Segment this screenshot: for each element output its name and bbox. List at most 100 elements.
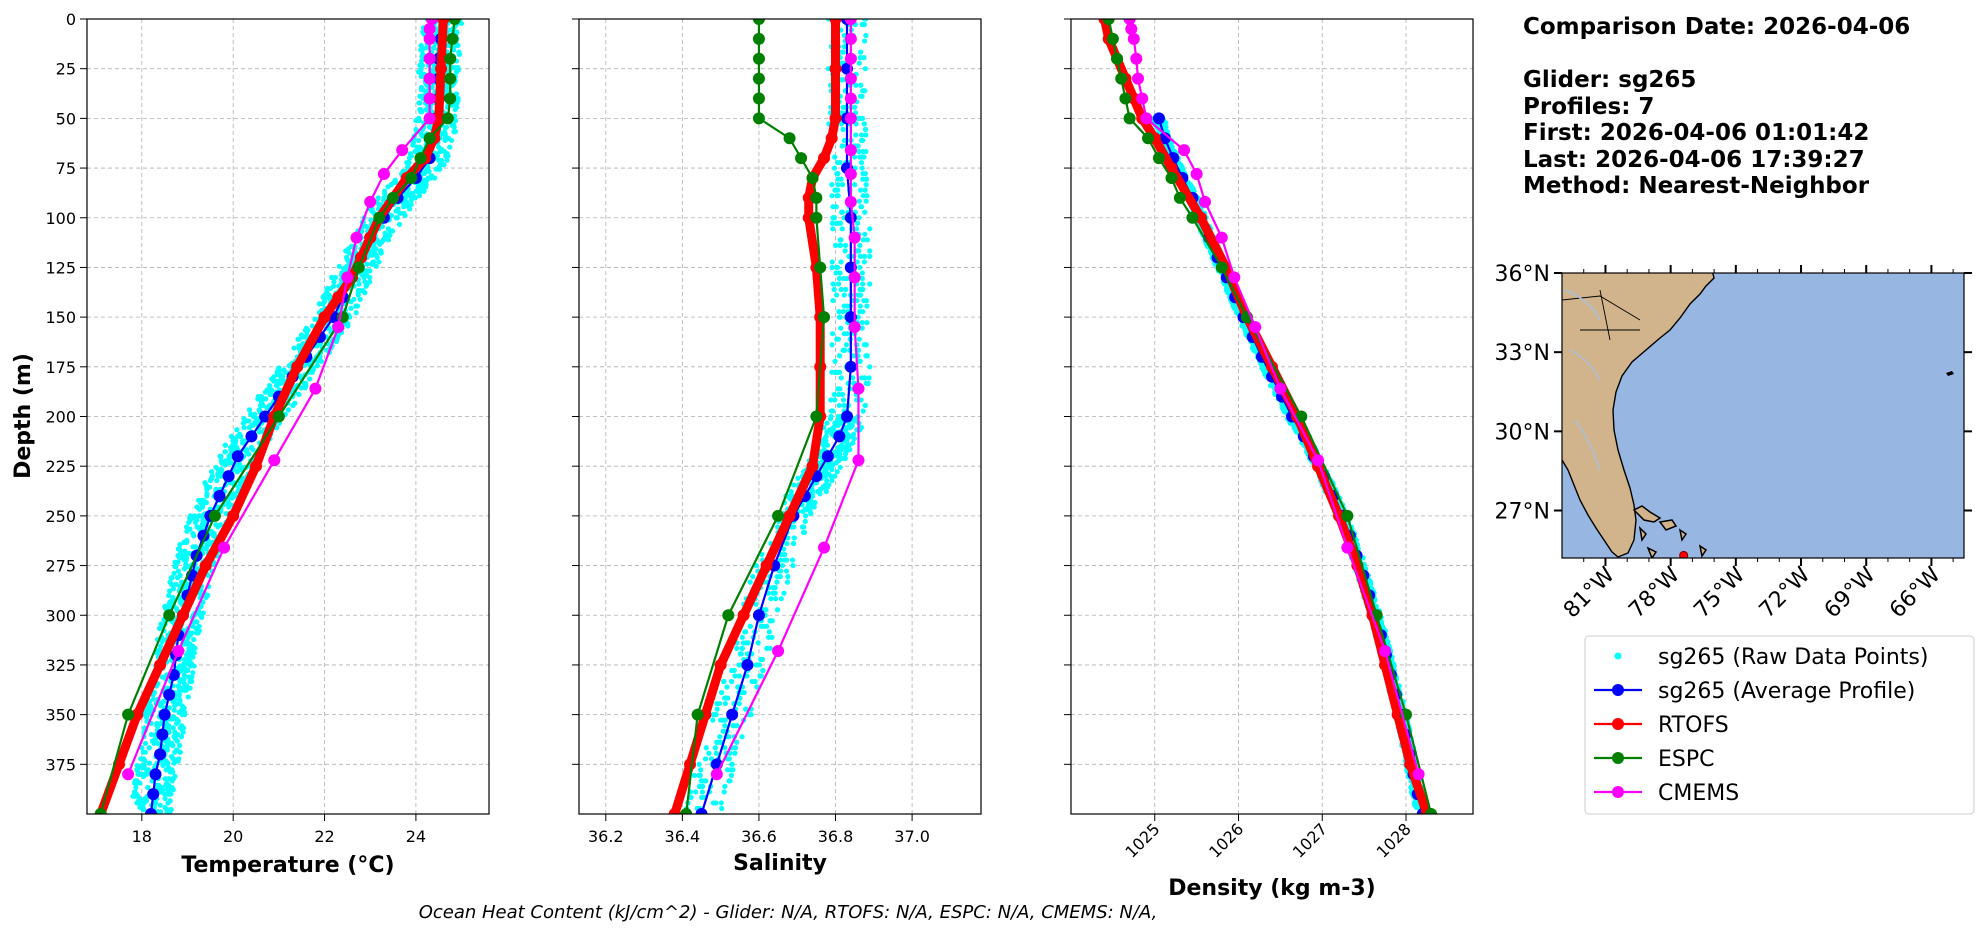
temperature-rtofs-point <box>154 658 167 671</box>
raw-data-point <box>176 555 183 561</box>
raw-data-point <box>191 636 197 643</box>
raw-data-point <box>840 347 846 353</box>
raw-data-point <box>728 678 735 685</box>
raw-data-point <box>824 477 830 484</box>
raw-data-point <box>185 634 191 640</box>
salinity-espc-point <box>752 52 765 65</box>
raw-data-point <box>703 745 709 751</box>
raw-data-point <box>364 261 370 267</box>
profile-count: Profiles: 7 <box>1523 93 1655 120</box>
raw-data-point <box>832 358 838 364</box>
salinity-rtofs-point <box>714 658 727 671</box>
raw-data-point <box>837 237 843 243</box>
raw-data-point <box>842 248 848 254</box>
raw-data-point <box>204 493 210 499</box>
raw-data-point <box>418 73 424 80</box>
raw-data-point <box>768 596 774 602</box>
raw-data-point <box>296 336 302 342</box>
density-rtofs-point <box>1404 758 1417 771</box>
raw-data-point <box>738 651 744 657</box>
raw-data-point <box>1414 804 1420 810</box>
raw-data-point <box>442 137 448 144</box>
temperature-rtofs-point <box>227 509 240 522</box>
map-lon-label: 78°W <box>1624 562 1685 623</box>
legend-item-espc: ESPC <box>1594 747 1715 772</box>
density-cmems-point <box>1274 382 1287 395</box>
raw-data-point <box>836 353 843 359</box>
raw-data-point <box>217 453 223 459</box>
raw-data-point <box>834 469 840 475</box>
salinity-average-point <box>844 211 857 224</box>
raw-data-point <box>373 246 379 252</box>
raw-data-point <box>834 336 840 342</box>
map-lon-label: 66°W <box>1885 562 1946 623</box>
raw-data-point <box>736 662 742 668</box>
temperature-espc-point <box>272 410 285 423</box>
raw-data-point <box>387 232 393 239</box>
raw-data-point <box>861 121 867 127</box>
raw-data-point <box>177 742 183 749</box>
raw-data-point <box>759 656 766 663</box>
raw-data-point <box>447 144 453 150</box>
raw-data-point <box>867 364 873 370</box>
density-espc-point <box>1115 72 1128 85</box>
salinity-rtofs-point <box>783 509 796 522</box>
raw-data-point <box>186 519 192 526</box>
raw-data-point <box>781 590 787 596</box>
raw-data-point <box>824 420 830 426</box>
salinity-ticks: 36.2 36.4 36.6 36.8 37.0 <box>572 18 930 846</box>
raw-data-point <box>178 687 185 693</box>
salinity-rtofs-point <box>829 112 842 125</box>
temperature-panel: 0255075100125150175200225250275300325350… <box>45 10 490 878</box>
raw-data-point <box>838 325 844 331</box>
raw-data-point <box>241 424 247 431</box>
temperature-tick-label: 18 <box>132 827 152 846</box>
temperature-tick-label: 24 <box>406 827 426 846</box>
raw-data-point <box>784 540 790 547</box>
raw-data-point <box>745 640 751 646</box>
raw-data-point <box>859 270 865 276</box>
raw-data-point <box>866 375 872 381</box>
raw-data-point <box>860 237 866 243</box>
raw-data-point <box>171 707 177 713</box>
raw-data-point <box>852 182 858 188</box>
raw-data-point <box>861 55 867 61</box>
temperature-rtofs-point <box>318 311 331 324</box>
raw-data-point <box>777 557 784 563</box>
temperature-espc-point <box>208 509 221 522</box>
raw-data-point <box>298 385 304 391</box>
raw-data-point <box>834 170 840 177</box>
raw-data-point <box>729 667 735 674</box>
temperature-cmems-point <box>341 271 354 284</box>
raw-data-point <box>166 705 172 711</box>
density-cmems-point <box>1130 52 1143 65</box>
density-espc-point <box>1102 19 1115 25</box>
raw-data-point <box>444 157 450 163</box>
salinity-cmems-point <box>710 768 723 781</box>
depth-tick-label: 0 <box>66 10 76 29</box>
raw-data-point <box>181 566 188 572</box>
raw-data-point <box>867 226 873 232</box>
raw-data-point <box>367 274 373 280</box>
raw-data-point <box>177 678 183 685</box>
raw-data-point <box>841 402 847 409</box>
map-frame <box>1561 272 1965 559</box>
raw-data-point <box>712 745 718 751</box>
raw-data-point <box>831 286 837 293</box>
salinity-average-point <box>841 410 853 423</box>
raw-data-point <box>864 193 870 199</box>
salinity-cmems-point <box>844 195 857 208</box>
raw-data-point <box>413 188 419 194</box>
raw-data-point <box>829 259 835 265</box>
raw-data-point <box>843 242 849 248</box>
raw-data-point <box>183 687 189 693</box>
raw-data-point <box>713 712 719 718</box>
raw-data-point <box>855 115 861 121</box>
temperature-tick-label: 20 <box>223 827 243 846</box>
raw-data-point <box>844 303 850 309</box>
raw-data-point <box>203 546 210 552</box>
raw-data-point <box>863 32 869 39</box>
raw-data-point <box>838 375 844 381</box>
raw-data-point <box>758 673 765 679</box>
raw-data-point <box>863 342 869 348</box>
